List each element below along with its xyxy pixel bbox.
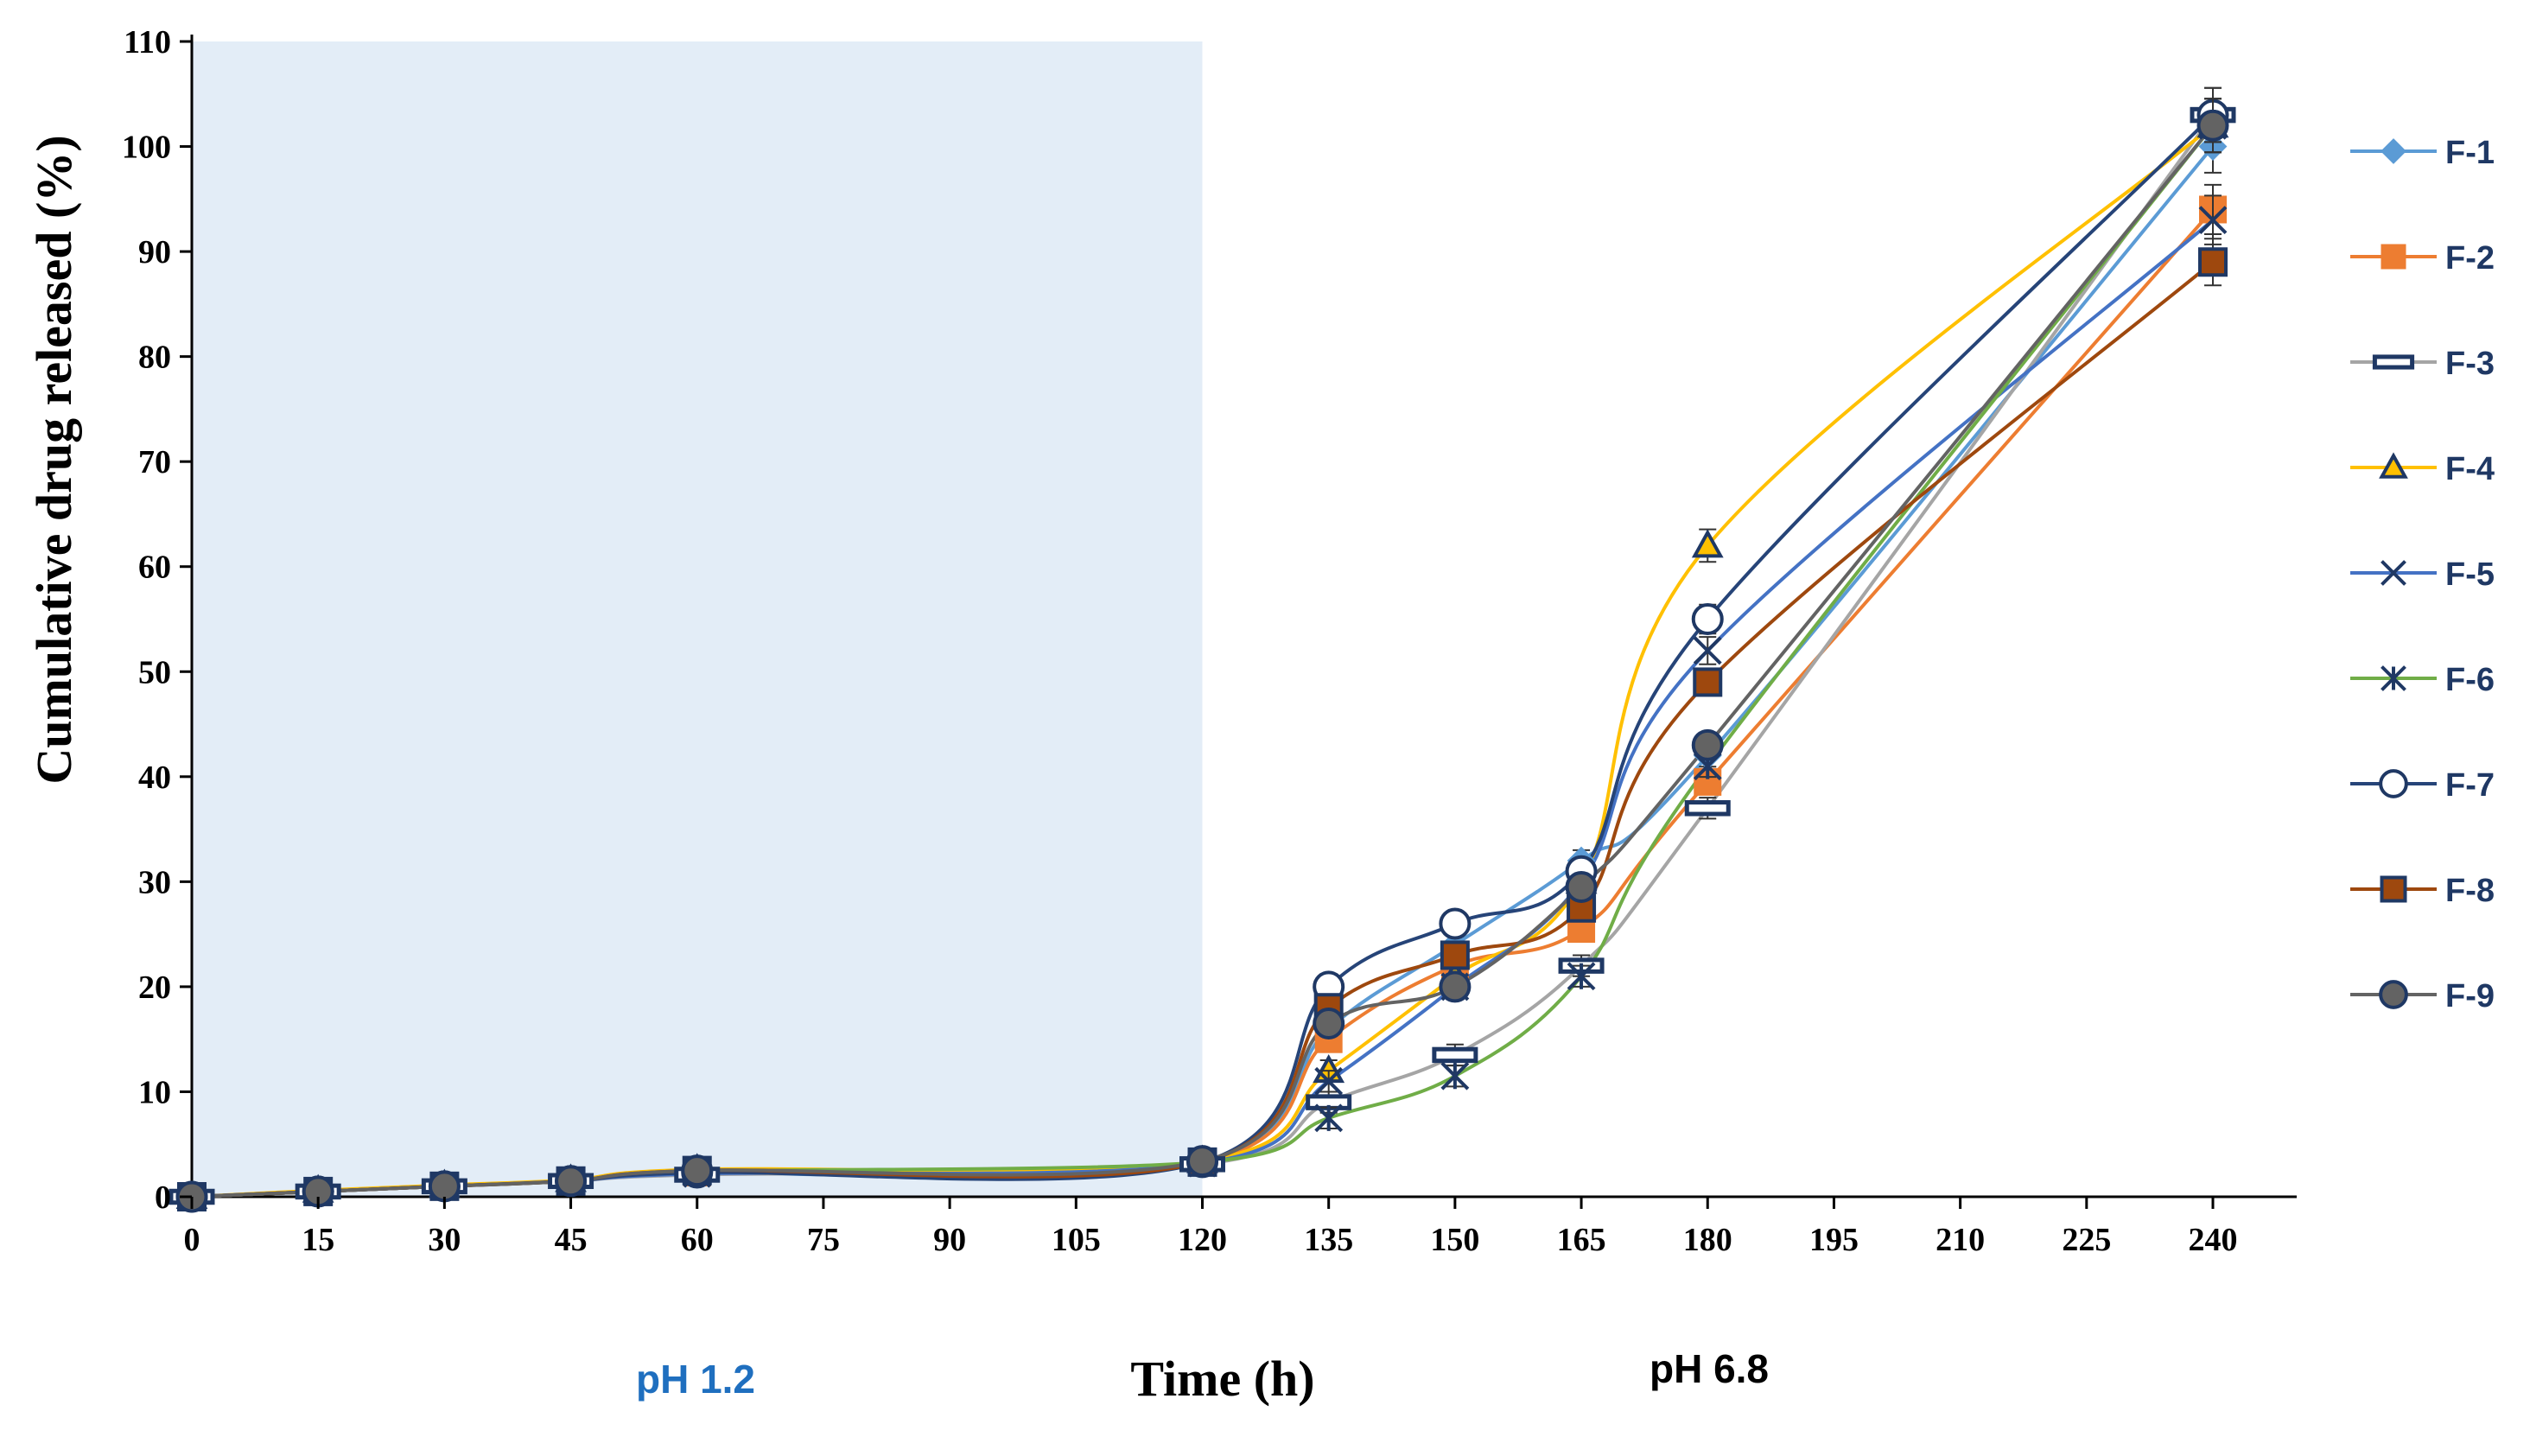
- legend-item-f-8: F-8: [2350, 873, 2495, 909]
- x-tick-label: 120: [1178, 1222, 1227, 1258]
- y-tick-label: 50: [138, 654, 171, 690]
- legend-marker: [2372, 354, 2415, 370]
- legend-label: F-2: [2445, 240, 2495, 277]
- x-tick-label: 105: [1052, 1222, 1101, 1258]
- data-point-f-6: [1567, 962, 1596, 991]
- y-tick-label: 40: [138, 760, 171, 796]
- x-tick-label: 0: [184, 1222, 200, 1258]
- x-tick-label: 15: [302, 1222, 334, 1258]
- y-tick-label: 90: [138, 234, 171, 270]
- y-tick-label: 70: [138, 444, 171, 480]
- x-tick-label: 45: [555, 1222, 588, 1258]
- y-tick-label: 0: [155, 1179, 171, 1216]
- legend-label: F-8: [2445, 873, 2495, 909]
- data-point-f-9: [428, 1170, 461, 1203]
- legend-marker: [2379, 769, 2408, 798]
- legend-marker: [2379, 452, 2408, 479]
- legend-marker: [2381, 244, 2406, 270]
- data-point-f-9: [2196, 109, 2229, 142]
- acid-phase-shading: [192, 41, 1203, 1197]
- data-point-f-9: [1691, 728, 1724, 761]
- x-tick-label: 75: [807, 1222, 840, 1258]
- data-point-f-8: [1440, 940, 1470, 970]
- data-point-f-9: [1439, 970, 1472, 1003]
- y-tick-label: 80: [138, 340, 171, 376]
- data-point-f-6: [1314, 1103, 1344, 1133]
- legend-label: F-6: [2445, 662, 2495, 698]
- x-tick-label: 210: [1936, 1222, 1985, 1258]
- y-tick-label: 20: [138, 970, 171, 1006]
- data-point-f-9: [681, 1154, 714, 1187]
- data-point-f-6: [1440, 1061, 1470, 1090]
- legend-item-f-5: F-5: [2350, 556, 2495, 593]
- data-point-f-9: [1186, 1145, 1218, 1178]
- legend-marker: [2381, 138, 2406, 164]
- x-tick-label: 165: [1557, 1222, 1606, 1258]
- legend-item-f-9: F-9: [2350, 978, 2495, 1014]
- legend-marker: [2381, 665, 2406, 691]
- data-point-f-5: [2198, 206, 2228, 235]
- y-tick-label: 110: [124, 24, 171, 60]
- legend-marker: [2380, 875, 2407, 903]
- data-point-f-7: [1439, 907, 1472, 940]
- legend-label: F-9: [2445, 978, 2495, 1014]
- x-tick-label: 240: [2189, 1222, 2238, 1258]
- legend-item-f-7: F-7: [2350, 767, 2495, 804]
- data-point-f-9: [1565, 870, 1598, 903]
- data-point-f-5: [1314, 1066, 1344, 1096]
- y-tick-label: 10: [138, 1074, 171, 1110]
- legend-item-f-3: F-3: [2350, 346, 2495, 382]
- data-point-f-8: [1693, 667, 1723, 697]
- x-tick-label: 195: [1809, 1222, 1859, 1258]
- y-tick-label: 30: [138, 864, 171, 900]
- legend-marker: [2381, 560, 2406, 586]
- legend-item-f-1: F-1: [2350, 135, 2495, 171]
- legend-label: F-3: [2445, 346, 2495, 382]
- data-point-f-4: [1691, 529, 1724, 558]
- x-tick-label: 30: [428, 1222, 461, 1258]
- x-tick-label: 60: [681, 1222, 714, 1258]
- data-point-f-9: [555, 1165, 588, 1198]
- legend-label: F-4: [2445, 451, 2495, 487]
- legend-item-f-2: F-2: [2350, 240, 2495, 277]
- legend-label: F-5: [2445, 556, 2495, 593]
- ph-acid-label: pH 1.2: [636, 1357, 755, 1402]
- legend-label: F-1: [2445, 135, 2495, 171]
- legend-item-f-4: F-4: [2350, 451, 2495, 487]
- x-tick-label: 135: [1304, 1222, 1353, 1258]
- x-tick-label: 150: [1430, 1222, 1479, 1258]
- data-point-f-5: [1693, 636, 1722, 665]
- y-axis-title: Cumulative drug released (%): [26, 135, 82, 784]
- data-point-f-8: [2198, 247, 2228, 277]
- x-tick-label: 180: [1683, 1222, 1732, 1258]
- data-point-f-7: [1691, 603, 1724, 635]
- ph-buffer-label: pH 6.8: [1650, 1346, 1769, 1391]
- data-point-f-3: [1684, 800, 1731, 817]
- data-point-f-3: [1432, 1046, 1478, 1064]
- y-tick-label: 60: [138, 550, 171, 586]
- y-tick-label: 100: [122, 130, 171, 166]
- legend: F-1 F-2 F-3 F-4 F-5 F-6 F-7 F-8 F-9: [2350, 135, 2495, 1014]
- legend-item-f-6: F-6: [2350, 662, 2495, 698]
- data-point-f-9: [1313, 1007, 1345, 1040]
- legend-label: F-7: [2445, 767, 2495, 804]
- x-axis-title: Time (h): [1130, 1351, 1314, 1407]
- x-tick-label: 225: [2062, 1222, 2111, 1258]
- x-tick-label: 90: [933, 1222, 966, 1258]
- legend-marker: [2379, 980, 2408, 1009]
